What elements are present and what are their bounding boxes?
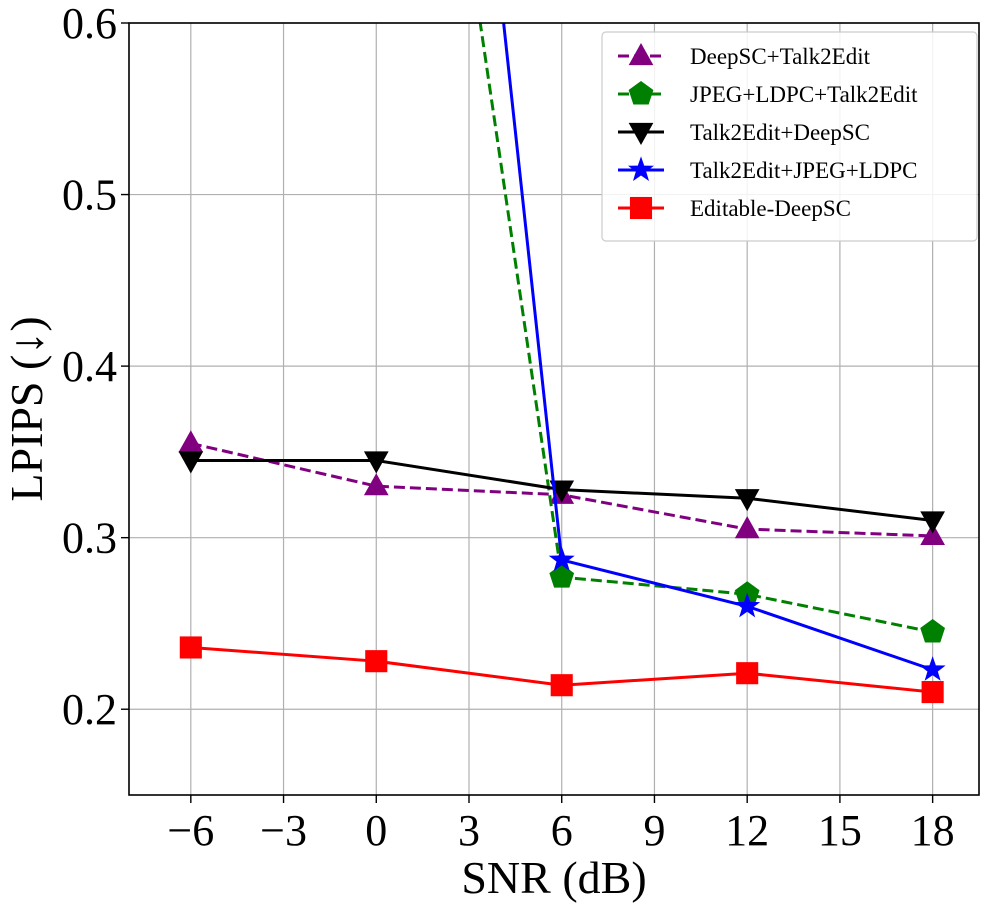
data-point-editable-deepsc (550, 674, 573, 697)
y-axis-title: LPIPS (↓) (1, 316, 52, 501)
x-tick-label: 12 (725, 806, 769, 855)
x-tick-label: 3 (458, 806, 480, 855)
data-point-deepsc-talk2edit (734, 516, 760, 539)
series-line-jpeg-ldpc-talk2edit (478, 23, 933, 634)
data-point-talk2edit-deepsc (549, 480, 575, 503)
legend-label-deepsc-talk2edit: DeepSC+Talk2Edit (690, 44, 871, 69)
legend: DeepSC+Talk2Edit JPEG+LDPC+Talk2Edit Talk2… (601, 31, 978, 242)
legend-marker-talk2edit-jpeg-ldpc (628, 156, 654, 182)
x-tick-label: 9 (643, 806, 665, 855)
x-tick-label: 6 (551, 806, 573, 855)
x-tick-label: −6 (167, 806, 214, 855)
data-point-editable-deepsc (179, 636, 202, 659)
legend-label-editable-deepsc: Editable-DeepSC (690, 196, 851, 221)
x-axis-title: SNR (dB) (461, 852, 646, 903)
series-line-talk2edit-jpeg-ldpc (502, 23, 934, 672)
y-tick-label: 0.3 (62, 514, 117, 563)
plot-frame (128, 22, 980, 796)
data-point-editable-deepsc (736, 662, 759, 685)
data-point-talk2edit-jpeg-ldpc (548, 546, 575, 572)
data-point-talk2edit-deepsc (920, 511, 945, 534)
data-point-jpeg-ldpc-talk2edit (549, 564, 575, 588)
data-point-deepsc-talk2edit (920, 522, 945, 546)
legend-label-talk2edit-jpeg-ldpc: Talk2Edit+JPEG+LDPC (690, 158, 918, 183)
data-point-deepsc-talk2edit (363, 473, 389, 496)
legend-marker-deepsc-talk2edit (628, 43, 654, 66)
axis-ticks: −6 −3 0 3 6 9 12 15 18 0.2 0.3 0.4 0.5 0.6 (62, 0, 955, 855)
x-tick-label: 15 (818, 806, 862, 855)
data-point-talk2edit-deepsc (178, 451, 204, 474)
y-tick-label: 0.5 (62, 171, 117, 220)
legend-label-talk2edit-deepsc: Talk2Edit+DeepSC (690, 120, 870, 145)
y-tick-label: 0.2 (62, 685, 117, 734)
data-point-talk2edit-jpeg-ldpc (734, 592, 761, 618)
legend-label-jpeg-ldpc-talk2edit: JPEG+LDPC+Talk2Edit (690, 82, 918, 107)
data-point-editable-deepsc (365, 650, 388, 673)
y-tick-label: 0.6 (62, 0, 117, 48)
data-point-jpeg-ldpc-talk2edit (920, 619, 946, 643)
y-tick-label: 0.4 (62, 342, 117, 391)
data-point-editable-deepsc (921, 681, 944, 704)
x-tick-label: 0 (365, 806, 387, 855)
plot-area (178, 23, 946, 704)
legend-box (601, 31, 978, 242)
data-point-deepsc-talk2edit (178, 430, 204, 453)
data-point-talk2edit-deepsc (363, 451, 389, 474)
data-point-talk2edit-jpeg-ldpc (919, 656, 946, 681)
data-point-talk2edit-deepsc (734, 489, 760, 512)
legend-marker-jpeg-ldpc-talk2edit (628, 81, 654, 105)
x-tick-label: 18 (911, 806, 955, 855)
x-tick-label: −3 (260, 806, 307, 855)
legend-marker-editable-deepsc (629, 196, 653, 220)
legend-marker-talk2edit-deepsc (628, 122, 654, 145)
